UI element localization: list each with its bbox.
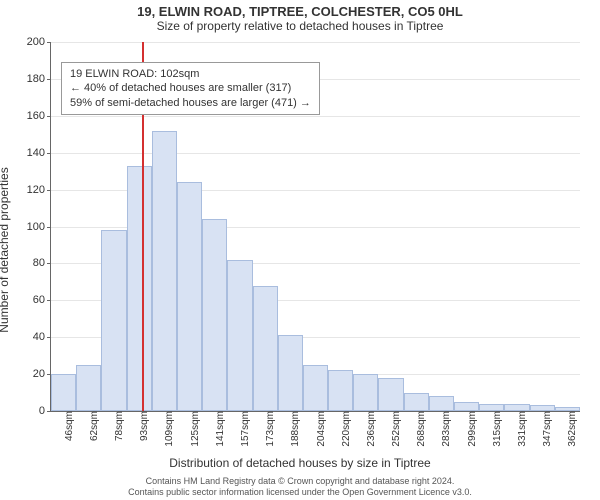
x-tick: 109sqm bbox=[160, 411, 175, 447]
x-tick: 157sqm bbox=[236, 411, 251, 447]
bar bbox=[127, 166, 152, 411]
bar bbox=[454, 402, 479, 411]
x-tick: 78sqm bbox=[110, 411, 125, 441]
x-tick: 315sqm bbox=[488, 411, 503, 447]
x-tick: 347sqm bbox=[538, 411, 553, 447]
y-tick: 200 bbox=[27, 36, 51, 48]
bar bbox=[76, 365, 101, 411]
bar bbox=[202, 219, 227, 411]
bar bbox=[429, 396, 454, 411]
bar bbox=[278, 335, 303, 411]
y-tick: 0 bbox=[39, 405, 51, 417]
x-tick: 220sqm bbox=[337, 411, 352, 447]
x-tick: 268sqm bbox=[412, 411, 427, 447]
plot-area: 02040608010012014016018020046sqm62sqm78s… bbox=[50, 42, 580, 412]
bar bbox=[479, 404, 504, 411]
x-tick: 283sqm bbox=[437, 411, 452, 447]
x-tick: 362sqm bbox=[563, 411, 578, 447]
chart-title: 19, ELWIN ROAD, TIPTREE, COLCHESTER, CO5… bbox=[0, 0, 600, 19]
x-tick: 173sqm bbox=[261, 411, 276, 447]
y-tick: 160 bbox=[27, 110, 51, 122]
info-line: 19 ELWIN ROAD: 102sqm bbox=[70, 67, 311, 81]
x-tick: 93sqm bbox=[135, 411, 150, 441]
bar bbox=[253, 286, 278, 411]
chart-subtitle: Size of property relative to detached ho… bbox=[0, 19, 600, 35]
y-tick: 120 bbox=[27, 184, 51, 196]
y-tick: 40 bbox=[33, 331, 51, 343]
bar bbox=[303, 365, 328, 411]
footer-line-2: Contains public sector information licen… bbox=[0, 487, 600, 498]
y-axis-label: Number of detached properties bbox=[0, 85, 11, 250]
bar bbox=[378, 378, 403, 411]
x-tick: 204sqm bbox=[312, 411, 327, 447]
x-axis-label: Distribution of detached houses by size … bbox=[0, 456, 600, 470]
bar bbox=[328, 370, 353, 411]
y-tick: 140 bbox=[27, 147, 51, 159]
y-tick: 180 bbox=[27, 73, 51, 85]
x-tick: 188sqm bbox=[286, 411, 301, 447]
x-tick: 299sqm bbox=[463, 411, 478, 447]
bar bbox=[177, 182, 202, 411]
x-tick: 331sqm bbox=[513, 411, 528, 447]
bar bbox=[404, 393, 429, 411]
info-box: 19 ELWIN ROAD: 102sqm← 40% of detached h… bbox=[61, 62, 320, 115]
bar bbox=[353, 374, 378, 411]
bar bbox=[51, 374, 76, 411]
x-tick: 46sqm bbox=[60, 411, 75, 441]
x-tick: 236sqm bbox=[362, 411, 377, 447]
bar bbox=[227, 260, 252, 411]
chart-footer: Contains HM Land Registry data © Crown c… bbox=[0, 476, 600, 499]
x-tick: 62sqm bbox=[85, 411, 100, 441]
y-tick: 100 bbox=[27, 221, 51, 233]
info-line: 59% of semi-detached houses are larger (… bbox=[70, 96, 311, 110]
chart-container: 19, ELWIN ROAD, TIPTREE, COLCHESTER, CO5… bbox=[0, 0, 600, 500]
footer-line-1: Contains HM Land Registry data © Crown c… bbox=[0, 476, 600, 487]
bar bbox=[101, 230, 126, 411]
y-tick: 20 bbox=[33, 368, 51, 380]
bar bbox=[152, 131, 177, 411]
bar bbox=[504, 404, 529, 411]
x-tick: 252sqm bbox=[387, 411, 402, 447]
info-line: ← 40% of detached houses are smaller (31… bbox=[70, 81, 311, 95]
y-tick: 60 bbox=[33, 294, 51, 306]
x-tick: 125sqm bbox=[186, 411, 201, 447]
x-tick: 141sqm bbox=[211, 411, 226, 447]
y-tick: 80 bbox=[33, 257, 51, 269]
